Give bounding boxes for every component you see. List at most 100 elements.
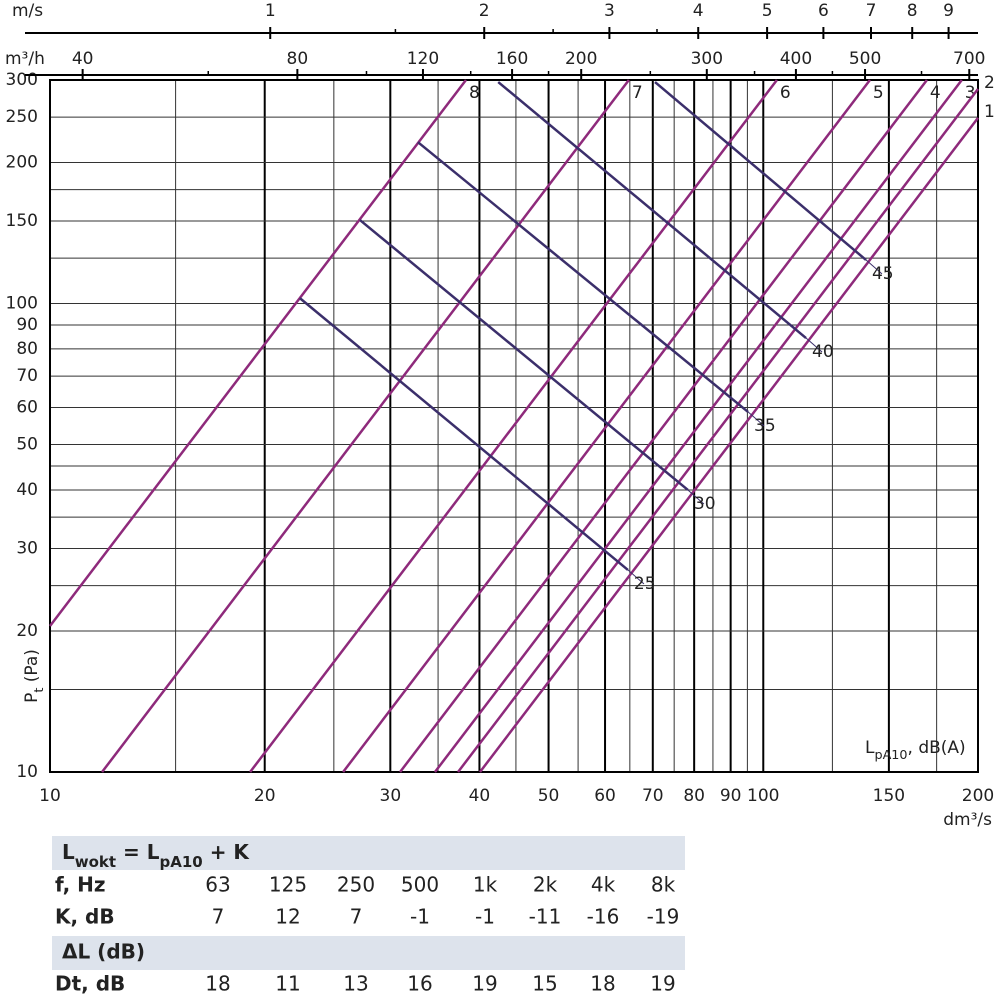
label-leader [627,569,645,585]
top-tick-label: 2 [479,1,490,21]
series-label: 40 [812,342,834,362]
row-label: f, Hz [55,873,106,897]
cell: 12 [275,905,300,929]
text-part: L [865,738,875,758]
series-line [478,117,979,773]
cell: 15 [532,972,557,996]
cell: 19 [472,972,497,996]
top-tick-label: 3 [604,1,615,21]
series-label: 6 [780,83,791,103]
series-line [497,81,807,339]
cell: -1 [475,905,495,929]
top-tick-label: 9 [943,1,954,21]
series-label: 2 [984,73,995,93]
cell: -1 [410,905,430,929]
row-label: K, dB [55,905,115,929]
top-tick-label: 400 [780,49,812,69]
series-line [49,79,467,627]
text-part: , dB(A) [908,738,966,758]
cell: 63 [205,873,230,897]
x-tick-label: 40 [469,786,491,806]
text-part: = L [116,840,160,864]
table-band [52,936,685,970]
cell: -11 [529,905,562,929]
top-tick-label: 6 [818,1,829,21]
cell: 1k [473,873,498,897]
cell: 250 [337,873,375,897]
label-leader [865,259,883,275]
text-part: L [62,840,75,864]
y-tick-label: 40 [16,480,38,500]
y-tick-label: 150 [6,211,38,231]
annotation: LpA10, dB(A) [865,738,966,763]
top-tick-label: 7 [866,1,877,21]
x-tick-label: 60 [594,786,616,806]
top-tick-label: 1 [265,1,276,21]
y-tick-label: 20 [16,621,38,641]
y-tick-label: 250 [6,107,38,127]
top-tick-label: 5 [762,1,773,21]
row-label: Dt, dB [55,972,125,996]
series-line [417,141,749,413]
section-title: ΔL (dB) [62,940,145,964]
series-line [433,79,963,773]
top-tick-label: 500 [849,49,881,69]
series-label: 45 [872,264,894,284]
x-tick-label: 30 [380,786,402,806]
top-axis-label: m/s [12,1,43,21]
series-label: 7 [632,83,643,103]
y-tick-label: 100 [6,294,38,314]
text-part: wokt [75,853,116,871]
cell: 16 [407,972,432,996]
cell: 13 [343,972,368,996]
series-line [249,79,778,773]
x-tick-label: 90 [720,786,742,806]
text-part: + K [203,840,251,864]
cell: 500 [401,873,439,897]
cell: 7 [350,905,363,929]
text-part: P [22,693,42,703]
cell: 11 [275,972,300,996]
cell: 4k [591,873,616,897]
cell: 19 [650,972,675,996]
label-leader [687,489,705,505]
series-label: 4 [930,83,941,103]
top-tick-label: 80 [287,49,309,69]
label-leader [805,337,823,353]
series-line [101,79,630,773]
cell: 7 [212,905,225,929]
x-tick-label: 80 [683,786,705,806]
series-label: 3 [965,83,976,103]
x-tick-label: 100 [747,786,779,806]
y-tick-label: 80 [16,339,38,359]
series-line [359,219,689,491]
top-axis-label: m³/h [5,49,45,69]
top-tick-label: 4 [693,1,704,21]
top-tick-label: 8 [907,1,918,21]
series-label: 5 [873,83,884,103]
top-tick-label: 300 [691,49,723,69]
cell: 125 [269,873,307,897]
top-tick-label: 700 [953,49,985,69]
cell: 2k [533,873,558,897]
top-tick-label: 160 [496,49,528,69]
table-band [52,836,685,870]
x-tick-label: 150 [873,786,905,806]
x-tick-label: 200 [962,786,994,806]
series-label: 8 [469,83,480,103]
series-line [654,81,867,261]
x-axis-label: dm³/s [943,810,992,830]
x-tick-label: 50 [538,786,560,806]
y-tick-label: 200 [6,152,38,172]
label-leader [747,411,765,427]
top-tick-label: 200 [565,49,597,69]
y-tick-label: 300 [6,70,38,90]
x-tick-label: 20 [254,786,276,806]
y-axis-label: Pt (Pa) [22,649,47,703]
table-title: Lwokt = LpA10 + K [62,840,250,871]
cell: -16 [587,905,620,929]
y-tick-label: 30 [16,538,38,558]
series-label: 35 [754,416,776,436]
series-line [342,79,871,773]
